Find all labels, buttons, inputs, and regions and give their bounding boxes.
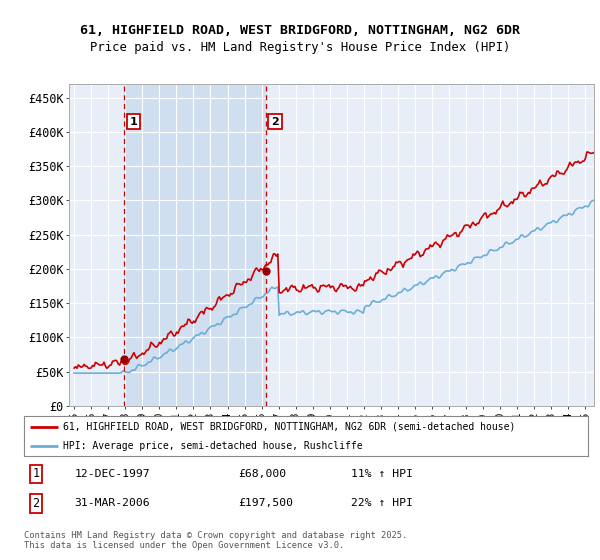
Text: HPI: Average price, semi-detached house, Rushcliffe: HPI: Average price, semi-detached house,…: [64, 441, 363, 450]
Text: 61, HIGHFIELD ROAD, WEST BRIDGFORD, NOTTINGHAM, NG2 6DR: 61, HIGHFIELD ROAD, WEST BRIDGFORD, NOTT…: [80, 24, 520, 38]
Text: 2: 2: [32, 497, 40, 510]
Text: 61, HIGHFIELD ROAD, WEST BRIDGFORD, NOTTINGHAM, NG2 6DR (semi-detached house): 61, HIGHFIELD ROAD, WEST BRIDGFORD, NOTT…: [64, 422, 516, 432]
Text: £197,500: £197,500: [238, 498, 293, 508]
Text: Price paid vs. HM Land Registry's House Price Index (HPI): Price paid vs. HM Land Registry's House …: [90, 41, 510, 54]
Text: Contains HM Land Registry data © Crown copyright and database right 2025.
This d: Contains HM Land Registry data © Crown c…: [24, 531, 407, 550]
Text: 31-MAR-2006: 31-MAR-2006: [75, 498, 151, 508]
Text: 1: 1: [130, 116, 137, 127]
Text: £68,000: £68,000: [238, 469, 286, 479]
Text: 11% ↑ HPI: 11% ↑ HPI: [351, 469, 413, 479]
Bar: [124, 84, 266, 406]
Text: 1: 1: [32, 467, 40, 480]
Text: 12-DEC-1997: 12-DEC-1997: [75, 469, 151, 479]
Text: 22% ↑ HPI: 22% ↑ HPI: [351, 498, 413, 508]
Text: 2: 2: [271, 116, 279, 127]
